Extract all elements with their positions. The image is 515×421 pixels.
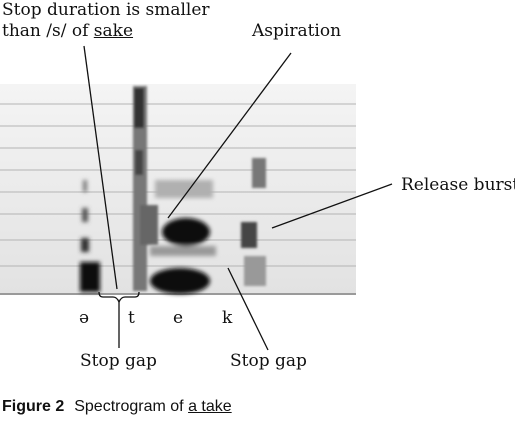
segment-e: e bbox=[173, 308, 184, 328]
leader-lines bbox=[83, 45, 393, 351]
stop-gap-left-label: Stop gap bbox=[80, 351, 157, 371]
stop-duration-label-line1: Stop duration is smaller bbox=[2, 0, 210, 20]
leader-stop-duration bbox=[83, 45, 118, 290]
segment-k: k bbox=[222, 308, 233, 328]
frequency-gridlines bbox=[0, 103, 356, 267]
stop-duration-label-word: sake bbox=[93, 21, 134, 41]
figure-caption-underlined: a take bbox=[188, 398, 232, 415]
t-burst-energy bbox=[133, 86, 158, 291]
schwa-energy bbox=[80, 180, 100, 292]
segment-schwa: ə bbox=[79, 308, 90, 328]
leader-stop-gap-right bbox=[227, 267, 269, 351]
k-burst-energy bbox=[241, 158, 266, 286]
figure-caption-label: Figure 2 bbox=[2, 398, 65, 415]
leader-aspiration bbox=[167, 52, 292, 219]
leader-release-burst bbox=[271, 183, 393, 229]
stop-gap-right-label: Stop gap bbox=[230, 351, 307, 371]
figure-caption-text: Spectrogram of bbox=[74, 398, 189, 415]
stop-duration-label-line2: than /s/ of sake bbox=[2, 21, 133, 41]
vowel-e-energy bbox=[150, 180, 216, 294]
aspiration-label: Aspiration bbox=[252, 21, 342, 41]
stop-duration-label-prefix: than /s/ of bbox=[2, 21, 94, 41]
segment-t: t bbox=[128, 308, 135, 328]
figure-caption: Figure 2 Spectrogram of a take bbox=[2, 398, 232, 416]
release-burst-label: Release burst bbox=[401, 175, 515, 195]
